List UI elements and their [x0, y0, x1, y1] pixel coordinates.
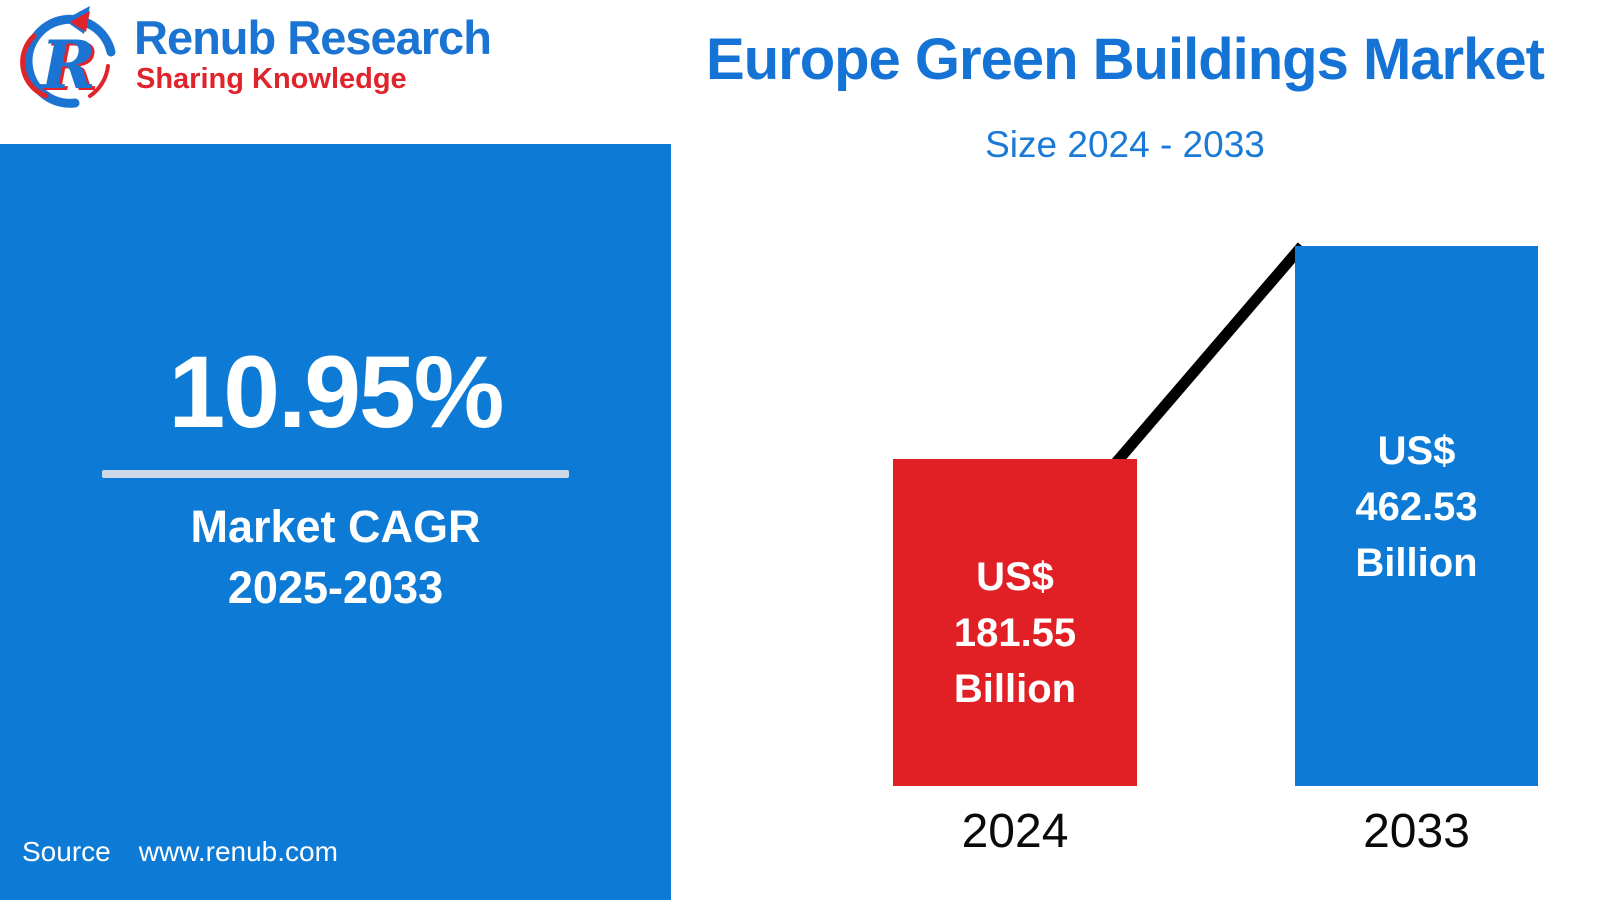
cagr-label: Market CAGR	[190, 501, 481, 553]
bar-2033-label-unit: Billion	[1355, 541, 1478, 585]
brand-name: Renub Research	[134, 11, 492, 64]
axis-label-2033: 2033	[1363, 805, 1470, 858]
bar-2024-label-currency: US$	[976, 554, 1054, 599]
bar-2033-label-value: 462.53	[1355, 485, 1478, 529]
source-row: Source www.renub.com	[22, 836, 338, 868]
source-label: Source	[22, 836, 111, 867]
cagr-panel: 10.95% Market CAGR 2025-2033 Source www.…	[0, 144, 671, 900]
brand-logo: R R Renub Research Sharing Knowledge	[12, 4, 492, 116]
bar-2024-label-unit: Billion	[953, 666, 1077, 711]
page-title: Europe Green Buildings Market	[706, 27, 1545, 92]
svg-text:R: R	[39, 26, 96, 104]
brand-text: Renub Research Sharing Knowledge	[134, 4, 492, 96]
bar-2024-label-value: 181.55	[953, 610, 1077, 655]
svg-text:R: R	[42, 28, 99, 106]
bar-2024: US$ 181.55 Billion	[893, 459, 1137, 786]
page-subtitle: Size 2024 - 2033	[985, 124, 1265, 165]
brand-tagline: Sharing Knowledge	[136, 63, 407, 95]
cagr-divider	[102, 470, 569, 479]
bar-2033-label-currency: US$	[1377, 429, 1456, 473]
source-url: www.renub.com	[138, 836, 338, 867]
cagr-value: 10.95%	[168, 335, 505, 449]
renub-logo-icon: R R	[20, 6, 116, 108]
bar-2033: US$ 462.53 Billion	[1295, 246, 1538, 786]
axis-label-2024: 2024	[961, 805, 1069, 858]
cagr-period: 2025-2033	[227, 562, 444, 614]
